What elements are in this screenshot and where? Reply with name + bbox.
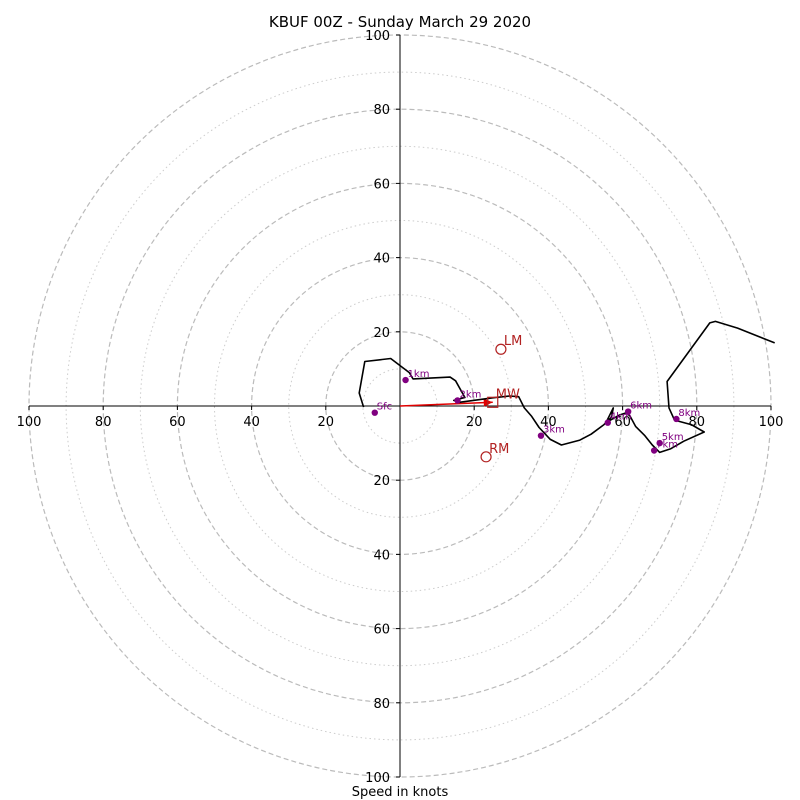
storm-motion-label-rm: RM (489, 442, 509, 457)
height-label-4km: 4km (610, 412, 632, 423)
height-label-3km: 3km (543, 425, 565, 436)
storm-motion-label-mw: MW (496, 387, 520, 402)
y-tick-label: 100 (365, 771, 390, 786)
y-tick-label: 20 (373, 474, 390, 489)
height-label-5km: 5km (662, 432, 684, 443)
x-tick-label: 100 (17, 415, 42, 430)
hodograph-trace (358, 320, 775, 454)
tick-labels: 100 80 60 40 20 20 40 60 80 100 100 80 60 40 20 20 40 60 8… (17, 29, 784, 786)
height-point-7km (650, 447, 658, 454)
y-tick-label: 40 (373, 548, 390, 563)
storm-motion-mw (487, 396, 499, 408)
height-point-sfc (371, 409, 378, 416)
height-label-sfc: Sfc (377, 402, 392, 413)
y-tick-label: 80 (373, 103, 390, 118)
storm-motion-markers: LM RM MW (480, 334, 522, 463)
y-tick-label: 60 (373, 177, 390, 192)
height-label-6km: 6km (630, 401, 652, 412)
x-axis-label: Speed in knots (352, 785, 449, 800)
height-point-8km (673, 415, 680, 423)
storm-motion-label-lm: LM (504, 334, 522, 349)
height-label-1km: 1km (408, 369, 430, 380)
x-tick-label: 60 (169, 415, 186, 430)
height-point-6km (624, 408, 632, 415)
x-tick-label: 40 (243, 415, 260, 430)
y-tick-label: 80 (373, 697, 390, 712)
x-tick-label: 60 (614, 415, 631, 430)
y-tick-label: 20 (373, 326, 390, 341)
height-point-2km (454, 397, 461, 404)
height-label-7km: 7km (656, 440, 678, 451)
height-point-4km (604, 419, 611, 426)
hodograph-trace-layer (358, 320, 775, 454)
mean-wind-arrow (399, 401, 493, 407)
height-label-8km: 8km (678, 408, 700, 419)
height-point-1km (402, 376, 409, 384)
y-tick-label: 40 (373, 252, 390, 267)
y-tick-label: 100 (365, 29, 390, 44)
x-tick-label: 20 (318, 415, 335, 430)
height-label-2km: 2km (460, 389, 482, 400)
height-point-5km (656, 439, 663, 447)
x-tick-label: 20 (466, 415, 483, 430)
x-tick-label: 100 (759, 415, 784, 430)
y-tick-label: 60 (373, 623, 390, 638)
chart-title: KBUF 00Z - Sunday March 29 2020 (269, 13, 531, 31)
x-tick-label: 80 (95, 415, 112, 430)
storm-motion-rm (480, 451, 492, 463)
height-point-3km (537, 432, 545, 439)
height-markers: Sfc 1km 2km 3km 4km 5km 6km 7km 8km (371, 369, 700, 454)
storm-motion-lm (495, 343, 507, 355)
x-tick-label: 40 (540, 415, 557, 430)
